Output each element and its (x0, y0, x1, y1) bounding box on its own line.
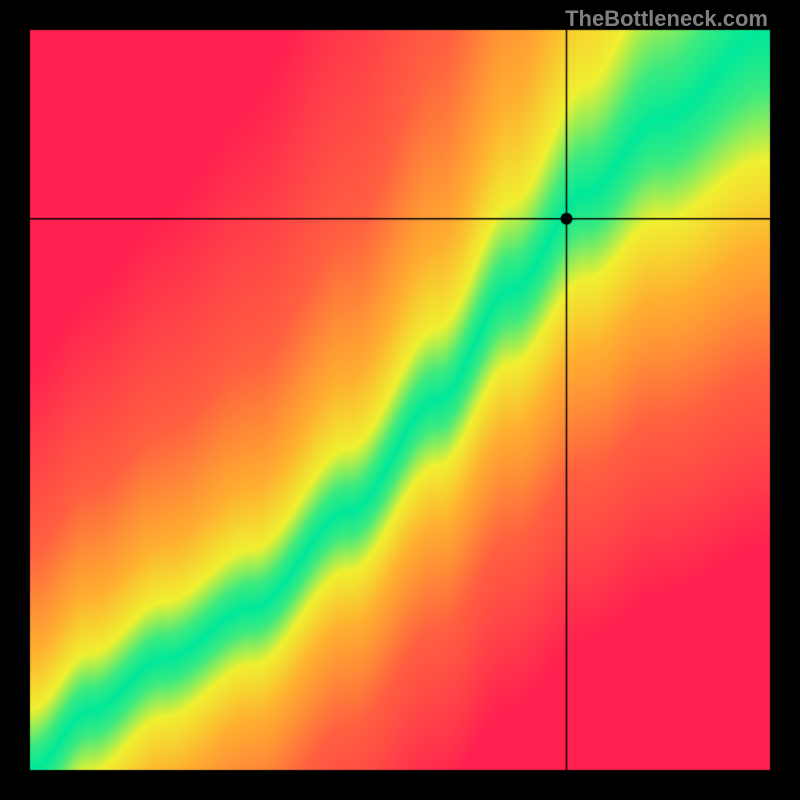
bottleneck-heatmap (0, 0, 800, 800)
watermark-text: TheBottleneck.com (565, 6, 768, 32)
chart-container: TheBottleneck.com (0, 0, 800, 800)
